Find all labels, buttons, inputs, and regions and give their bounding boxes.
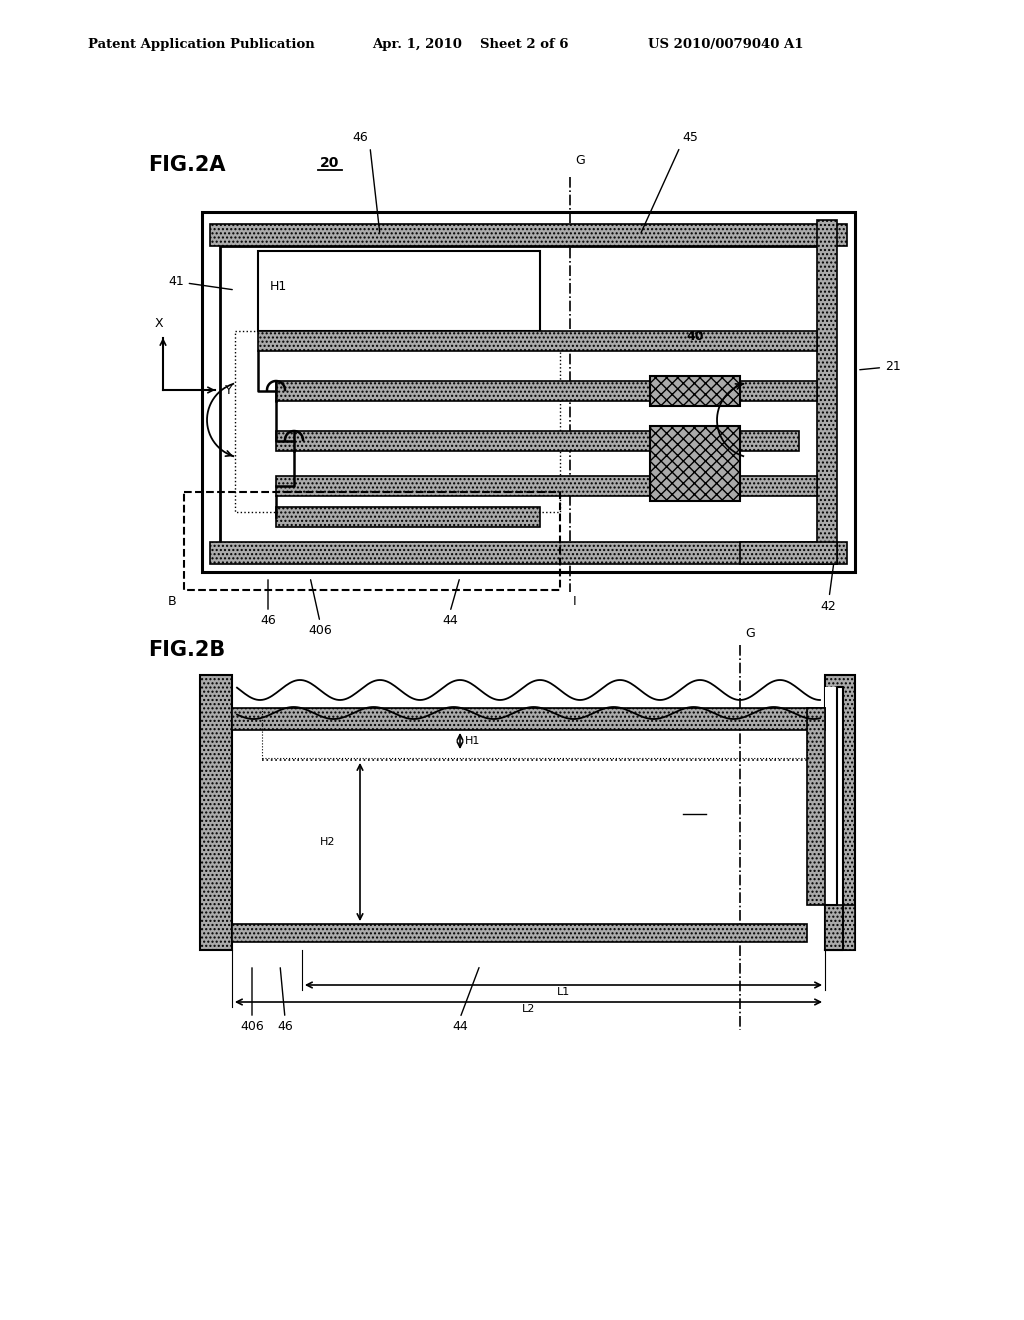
- Bar: [825, 686, 843, 906]
- Text: 41: 41: [168, 275, 232, 289]
- Bar: [232, 708, 825, 730]
- Text: H2: H2: [319, 837, 335, 847]
- Text: Sheet 2 of 6: Sheet 2 of 6: [480, 38, 568, 51]
- Bar: [825, 675, 855, 950]
- Bar: [276, 432, 799, 451]
- Bar: [807, 708, 825, 906]
- Text: 46: 46: [352, 131, 368, 144]
- Text: US 2010/0079040 A1: US 2010/0079040 A1: [648, 38, 804, 51]
- Text: 44: 44: [453, 1020, 468, 1034]
- Bar: [258, 331, 817, 351]
- Bar: [740, 543, 837, 564]
- Text: 42: 42: [820, 557, 836, 612]
- Bar: [740, 407, 835, 411]
- Bar: [650, 426, 740, 502]
- Text: B: B: [167, 595, 176, 609]
- Bar: [650, 376, 740, 407]
- Text: Patent Application Publication: Patent Application Publication: [88, 38, 314, 51]
- Text: Y: Y: [225, 384, 232, 396]
- Text: L1: L1: [557, 987, 570, 997]
- Text: 46: 46: [260, 614, 275, 627]
- Bar: [202, 213, 855, 572]
- Text: L2: L2: [522, 1005, 536, 1014]
- Bar: [232, 924, 807, 942]
- Bar: [200, 675, 232, 950]
- Text: G: G: [575, 154, 585, 168]
- Bar: [258, 251, 540, 331]
- Text: FIG.2A: FIG.2A: [148, 154, 225, 176]
- Bar: [276, 477, 817, 496]
- Bar: [210, 543, 847, 564]
- Bar: [825, 906, 855, 950]
- Text: Apr. 1, 2010: Apr. 1, 2010: [372, 38, 462, 51]
- Text: 406: 406: [308, 624, 332, 638]
- Bar: [817, 220, 837, 564]
- Text: H1: H1: [465, 737, 480, 746]
- Text: 20: 20: [321, 156, 340, 170]
- Text: FIG.2B: FIG.2B: [148, 640, 225, 660]
- Bar: [276, 507, 540, 527]
- Text: G: G: [745, 627, 755, 640]
- Bar: [276, 381, 817, 401]
- Bar: [223, 249, 831, 550]
- Bar: [210, 224, 847, 246]
- Text: X: X: [155, 317, 163, 330]
- Text: 44: 44: [442, 614, 458, 627]
- Text: 406: 406: [240, 1020, 264, 1034]
- Text: H1: H1: [270, 280, 288, 293]
- Text: 40: 40: [686, 330, 703, 342]
- Bar: [220, 246, 835, 554]
- Text: 21: 21: [860, 360, 901, 374]
- Text: 45: 45: [682, 131, 698, 144]
- Text: I: I: [573, 595, 577, 609]
- Text: 46: 46: [278, 1020, 293, 1034]
